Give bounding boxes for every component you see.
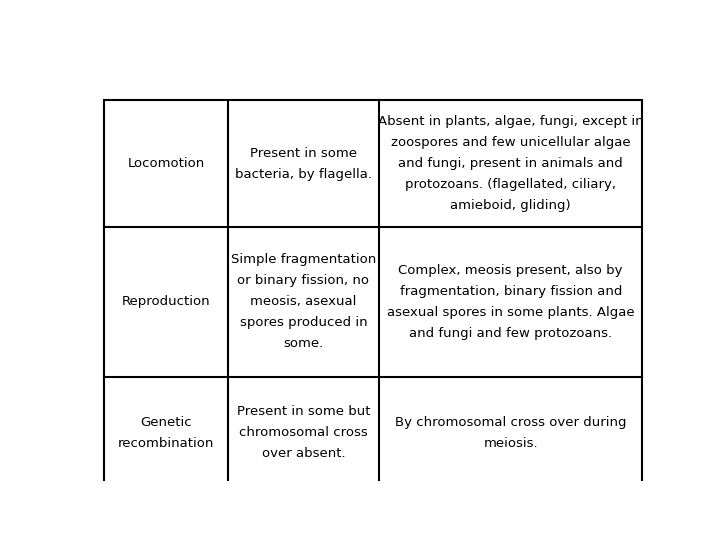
Text: Present in some but
chromosomal cross
over absent.: Present in some but chromosomal cross ov… [237, 406, 370, 460]
Text: Genetic
recombination: Genetic recombination [117, 416, 214, 450]
Text: Simple fragmentation
or binary fission, no
meosis, asexual
spores produced in
so: Simple fragmentation or binary fission, … [231, 253, 376, 350]
Text: Complex, meosis present, also by
fragmentation, binary fission and
asexual spore: Complex, meosis present, also by fragmen… [387, 264, 634, 340]
Text: By chromosomal cross over during
meiosis.: By chromosomal cross over during meiosis… [395, 416, 626, 450]
Text: Absent in plants, algae, fungi, except in
zoospores and few unicellular algae
an: Absent in plants, algae, fungi, except i… [378, 115, 644, 212]
Text: Reproduction: Reproduction [122, 295, 210, 308]
Text: Present in some
bacteria, by flagella.: Present in some bacteria, by flagella. [235, 146, 372, 180]
Text: Locomotion: Locomotion [127, 157, 204, 170]
